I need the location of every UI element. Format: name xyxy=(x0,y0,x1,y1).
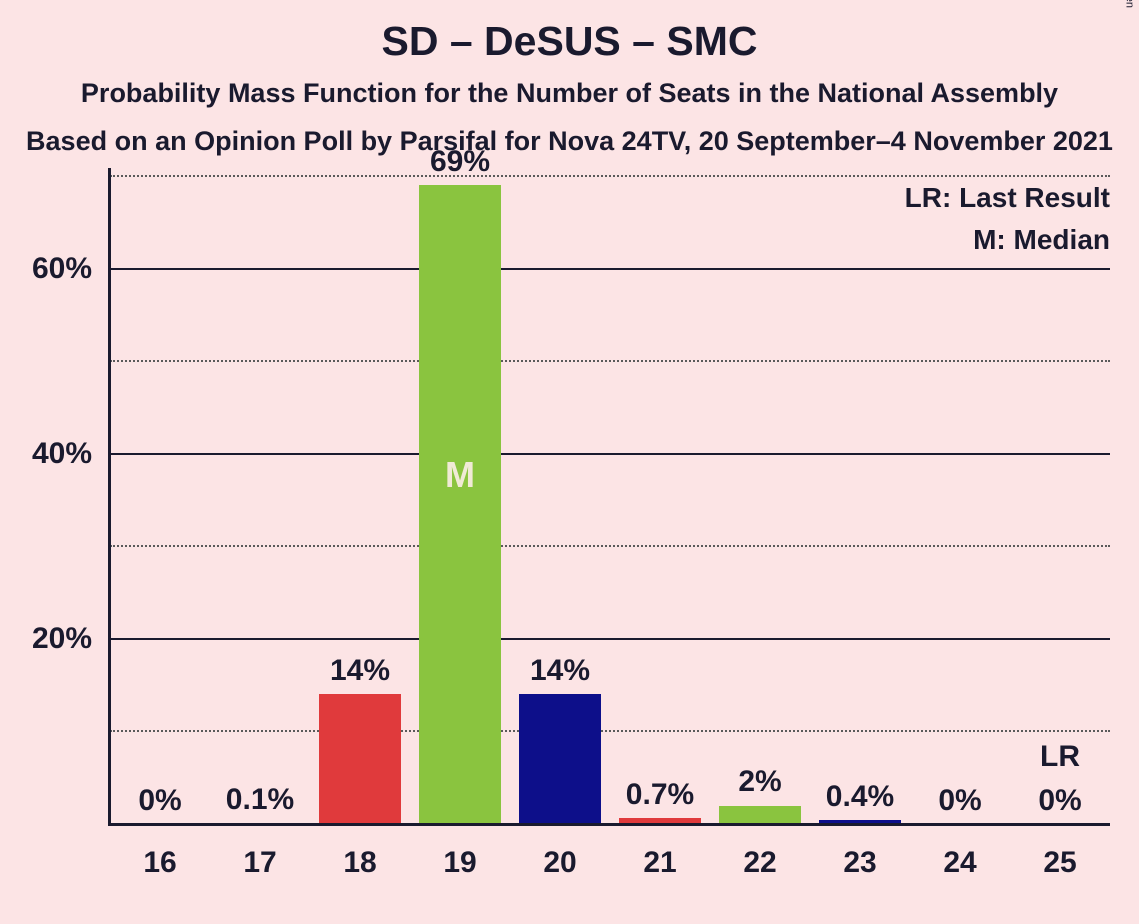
bar xyxy=(719,806,801,825)
gridline-major xyxy=(110,268,1110,270)
y-tick-label: 40% xyxy=(0,437,92,471)
y-axis xyxy=(108,168,111,824)
x-tick-label: 24 xyxy=(910,846,1010,880)
x-tick-label: 17 xyxy=(210,846,310,880)
bar xyxy=(519,694,601,824)
gridline-major xyxy=(110,638,1110,640)
chart-title: SD – DeSUS – SMC xyxy=(0,18,1139,65)
bar-value-label: 14% xyxy=(505,654,615,688)
x-tick-label: 23 xyxy=(810,846,910,880)
bar-value-label: 0% xyxy=(1005,784,1115,818)
bar-value-label: 0% xyxy=(905,784,1015,818)
bar-value-label: 0.1% xyxy=(205,783,315,817)
median-marker: M xyxy=(420,454,500,496)
last-result-marker: LR xyxy=(1010,740,1110,774)
legend-median: M: Median xyxy=(973,224,1110,256)
x-axis xyxy=(108,823,1110,826)
bar-value-label: 14% xyxy=(305,654,415,688)
x-tick-label: 16 xyxy=(110,846,210,880)
bar-value-label: 0.4% xyxy=(805,780,915,814)
bar-value-label: 2% xyxy=(705,765,815,799)
x-tick-label: 25 xyxy=(1010,846,1110,880)
bar-value-label: 0.7% xyxy=(605,778,715,812)
gridline-minor xyxy=(110,360,1110,362)
y-tick-label: 60% xyxy=(0,252,92,286)
gridline-major xyxy=(110,453,1110,455)
gridline-minor xyxy=(110,545,1110,547)
chart-subtitle-2: Based on an Opinion Poll by Parsifal for… xyxy=(0,126,1139,157)
legend-last-result: LR: Last Result xyxy=(905,182,1110,214)
x-tick-label: 19 xyxy=(410,846,510,880)
bar-value-label: 0% xyxy=(105,784,215,818)
bar xyxy=(319,694,401,824)
chart-canvas: SD – DeSUS – SMC Probability Mass Functio… xyxy=(0,0,1139,924)
bar xyxy=(419,185,501,824)
plot-area: 0%0.1%14%69%M14%0.7%2%0.4%0%0%LR xyxy=(110,176,1110,824)
gridline-minor xyxy=(110,175,1110,177)
x-tick-label: 22 xyxy=(710,846,810,880)
x-tick-label: 20 xyxy=(510,846,610,880)
bar-value-label: 69% xyxy=(405,145,515,179)
chart-subtitle-1: Probability Mass Function for the Number… xyxy=(0,78,1139,109)
gridline-minor xyxy=(110,730,1110,732)
x-tick-label: 18 xyxy=(310,846,410,880)
x-tick-label: 21 xyxy=(610,846,710,880)
y-tick-label: 20% xyxy=(0,622,92,656)
copyright-text: © 2021 Filip van Laenen xyxy=(1123,0,1135,8)
